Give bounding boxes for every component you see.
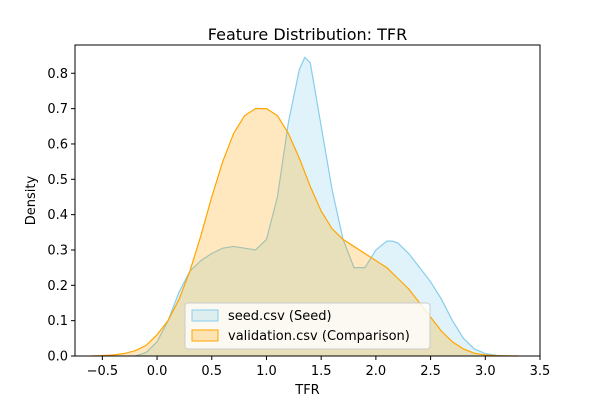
series-1-area	[91, 108, 519, 356]
y-tick-label: 0.5	[47, 173, 68, 188]
series-0-line	[134, 56, 508, 357]
x-tick-label: 3.0	[475, 364, 496, 379]
x-tick-label: −0.5	[87, 364, 119, 379]
x-tick-label: 1.0	[256, 364, 277, 379]
chart-title: Feature Distribution: TFR	[208, 25, 407, 44]
series-layer	[91, 56, 519, 357]
y-tick-label: 0.7	[47, 102, 68, 117]
legend: seed.csv (Seed) validation.csv (Compariso…	[184, 302, 431, 350]
legend-label-0: seed.csv (Seed)	[228, 309, 332, 324]
y-tick-label: 0.3	[47, 243, 68, 258]
legend-swatch-1	[191, 329, 219, 342]
x-tick-label: 2.5	[420, 364, 441, 379]
legend-box	[184, 302, 431, 350]
x-tick-label: 3.5	[530, 364, 551, 379]
legend-label-1: validation.csv (Comparison)	[228, 329, 410, 344]
x-tick-label: 2.0	[366, 364, 387, 379]
y-axis-title: Density	[24, 175, 39, 225]
y-tick-label: 0.2	[47, 279, 68, 294]
y-tick-label: 0.4	[47, 208, 68, 223]
y-tick-label: 0.8	[47, 67, 68, 82]
y-tick-label: 0.1	[47, 314, 68, 329]
y-tick-label: 0.0	[47, 350, 68, 365]
x-tick-label: 1.5	[311, 364, 332, 379]
series-0-area	[135, 57, 508, 357]
y-axis: 0.0 0.1 0.2 0.3 0.4 0.5 0.6 0.7 0.8	[47, 67, 75, 365]
x-axis-title: TFR	[294, 383, 319, 398]
x-tick-label: 0.0	[147, 364, 168, 379]
series-1-line	[91, 108, 519, 357]
plot-frame	[74, 44, 541, 357]
plot-area	[74, 44, 541, 357]
x-tick-label: 0.5	[201, 364, 222, 379]
x-axis: −0.5 0.0 0.5 1.0 1.5 2.0 2.5 3.0 3.5	[87, 356, 551, 379]
y-tick-label: 0.6	[47, 137, 68, 152]
legend-swatch-0	[191, 309, 219, 322]
